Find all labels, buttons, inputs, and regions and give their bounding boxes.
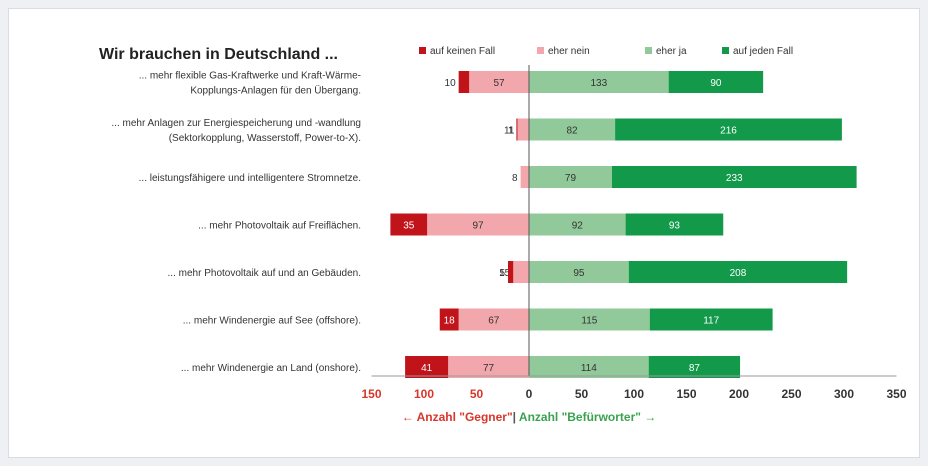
legend-swatch-0 [419, 47, 426, 54]
bar-auf-keinen-Fall-1 [516, 118, 518, 141]
value-label-eher-ja-4: 95 [573, 268, 585, 279]
value-label-eher-ja-6: 114 [581, 363, 597, 374]
chart-title: Wir brauchen in Deutschland ... [99, 46, 338, 63]
bar-auf-jeden-Fall-4 [628, 261, 848, 283]
legend-swatch-1 [537, 47, 544, 54]
legend-swatch-2 [645, 47, 652, 54]
bar-auf-jeden-Fall-6 [648, 356, 741, 378]
value-label-auf-keinen-Fall-3: 35 [403, 221, 415, 232]
legend-label-2: eher ja [656, 46, 687, 57]
x-axis-caption-separator: | [513, 410, 519, 424]
bar-auf-keinen-Fall-5 [439, 308, 459, 331]
x-tick-label-2: 50 [470, 387, 484, 401]
legend-label-3: auf jeden Fall [733, 46, 793, 57]
category-label-2: ... leistungsfähigere und intelligentere… [139, 173, 361, 184]
value-label-eher-ja-5: 115 [581, 316, 597, 327]
x-tick-label-7: 200 [729, 387, 749, 401]
value-label-eher-ja-0: 133 [590, 78, 607, 89]
category-label-0: ... mehr flexible Gas-Kraftwerke und Kra… [139, 71, 361, 97]
chart-card: Wir brauchen in Deutschland ... auf keine… [8, 8, 920, 458]
value-label-auf-keinen-Fall-6: 41 [421, 363, 433, 374]
x-tick-label-5: 100 [624, 387, 644, 401]
x-axis-caption-negative: ← Anzahl "Gegner" [402, 410, 513, 424]
x-tick-label-6: 150 [676, 387, 696, 401]
bar-eher-ja-3 [529, 213, 626, 236]
x-tick-label-1: 100 [414, 387, 434, 401]
x-tick-label-9: 300 [834, 387, 854, 401]
value-label-auf-jeden-Fall-5: 117 [703, 316, 719, 327]
bar-eher-nein-1 [517, 118, 529, 141]
value-label-auf-jeden-Fall-4: 208 [730, 268, 747, 279]
value-label-auf-keinen-Fall-4: 5 [499, 268, 505, 279]
value-label-auf-jeden-Fall-1: 216 [720, 126, 737, 137]
value-label-auf-jeden-Fall-3: 93 [669, 221, 681, 232]
category-label-1: ... mehr Anlagen zur Energiespeicherung … [111, 118, 361, 144]
value-label-eher-ja-1: 82 [566, 126, 578, 137]
bar-auf-keinen-Fall-4 [508, 261, 514, 283]
value-label-auf-keinen-Fall-1: 1 [508, 126, 514, 137]
value-label-eher-ja-3: 92 [572, 221, 584, 232]
category-label-5: ... mehr Windenergie auf See (offshore). [183, 316, 361, 327]
bar-auf-jeden-Fall-5 [649, 308, 773, 331]
legend-label-0: auf keinen Fall [430, 46, 495, 57]
x-axis-caption-positive: Anzahl "Befürworter" → [519, 410, 656, 424]
bar-eher-nein-2 [520, 166, 529, 188]
value-label-eher-nein-0: 57 [494, 78, 506, 89]
value-label-eher-nein-5: 67 [488, 316, 500, 327]
x-tick-label-0: 150 [361, 387, 381, 401]
x-tick-label-4: 50 [575, 387, 589, 401]
bar-auf-jeden-Fall-0 [668, 71, 764, 93]
x-axis-caption: ← Anzahl "Gegner"| Anzahl "Befürworter" … [402, 410, 657, 424]
legend-label-1: eher nein [548, 46, 590, 57]
value-label-eher-nein-6: 77 [483, 363, 495, 374]
value-label-auf-jeden-Fall-0: 90 [710, 78, 722, 89]
bar-eher-ja-0 [529, 71, 669, 93]
legend-swatch-3 [722, 47, 729, 54]
value-label-eher-nein-1: 11 [504, 126, 515, 137]
value-label-eher-ja-2: 79 [565, 173, 577, 184]
bar-eher-ja-6 [529, 356, 649, 378]
bar-auf-jeden-Fall-2 [611, 166, 857, 188]
value-label-eher-nein-4: 15 [499, 268, 511, 279]
x-tick-label-10: 350 [886, 387, 906, 401]
x-tick-label-8: 250 [781, 387, 801, 401]
category-label-4: ... mehr Photovoltaik auf und an Gebäude… [168, 268, 361, 279]
category-label-6: ... mehr Windenergie an Land (onshore). [181, 363, 361, 374]
value-label-auf-keinen-Fall-0: 10 [445, 78, 457, 89]
bar-eher-nein-3 [427, 213, 529, 236]
value-label-auf-keinen-Fall-5: 18 [444, 316, 456, 327]
bar-auf-jeden-Fall-3 [625, 213, 724, 236]
bar-eher-nein-6 [448, 356, 529, 378]
bar-eher-ja-1 [529, 118, 616, 141]
bar-eher-nein-5 [458, 308, 529, 331]
value-label-auf-jeden-Fall-2: 233 [726, 173, 743, 184]
value-label-eher-nein-2: 8 [512, 173, 518, 184]
bar-auf-keinen-Fall-6 [405, 356, 449, 378]
category-label-3: ... mehr Photovoltaik auf Freiflächen. [198, 221, 361, 232]
bar-auf-jeden-Fall-1 [615, 118, 842, 141]
bar-auf-keinen-Fall-0 [458, 71, 470, 93]
bar-eher-ja-2 [529, 166, 612, 188]
bar-eher-ja-5 [529, 308, 650, 331]
value-label-auf-jeden-Fall-6: 87 [689, 363, 701, 374]
x-tick-label-3: 0 [526, 387, 533, 401]
bar-eher-nein-4 [513, 261, 529, 283]
bar-eher-ja-4 [529, 261, 629, 283]
bar-eher-nein-0 [469, 71, 529, 93]
value-label-eher-nein-3: 97 [473, 221, 485, 232]
bar-auf-keinen-Fall-3 [390, 213, 428, 236]
diverging-bar-chart: Wir brauchen in Deutschland ... auf keine… [99, 46, 907, 424]
